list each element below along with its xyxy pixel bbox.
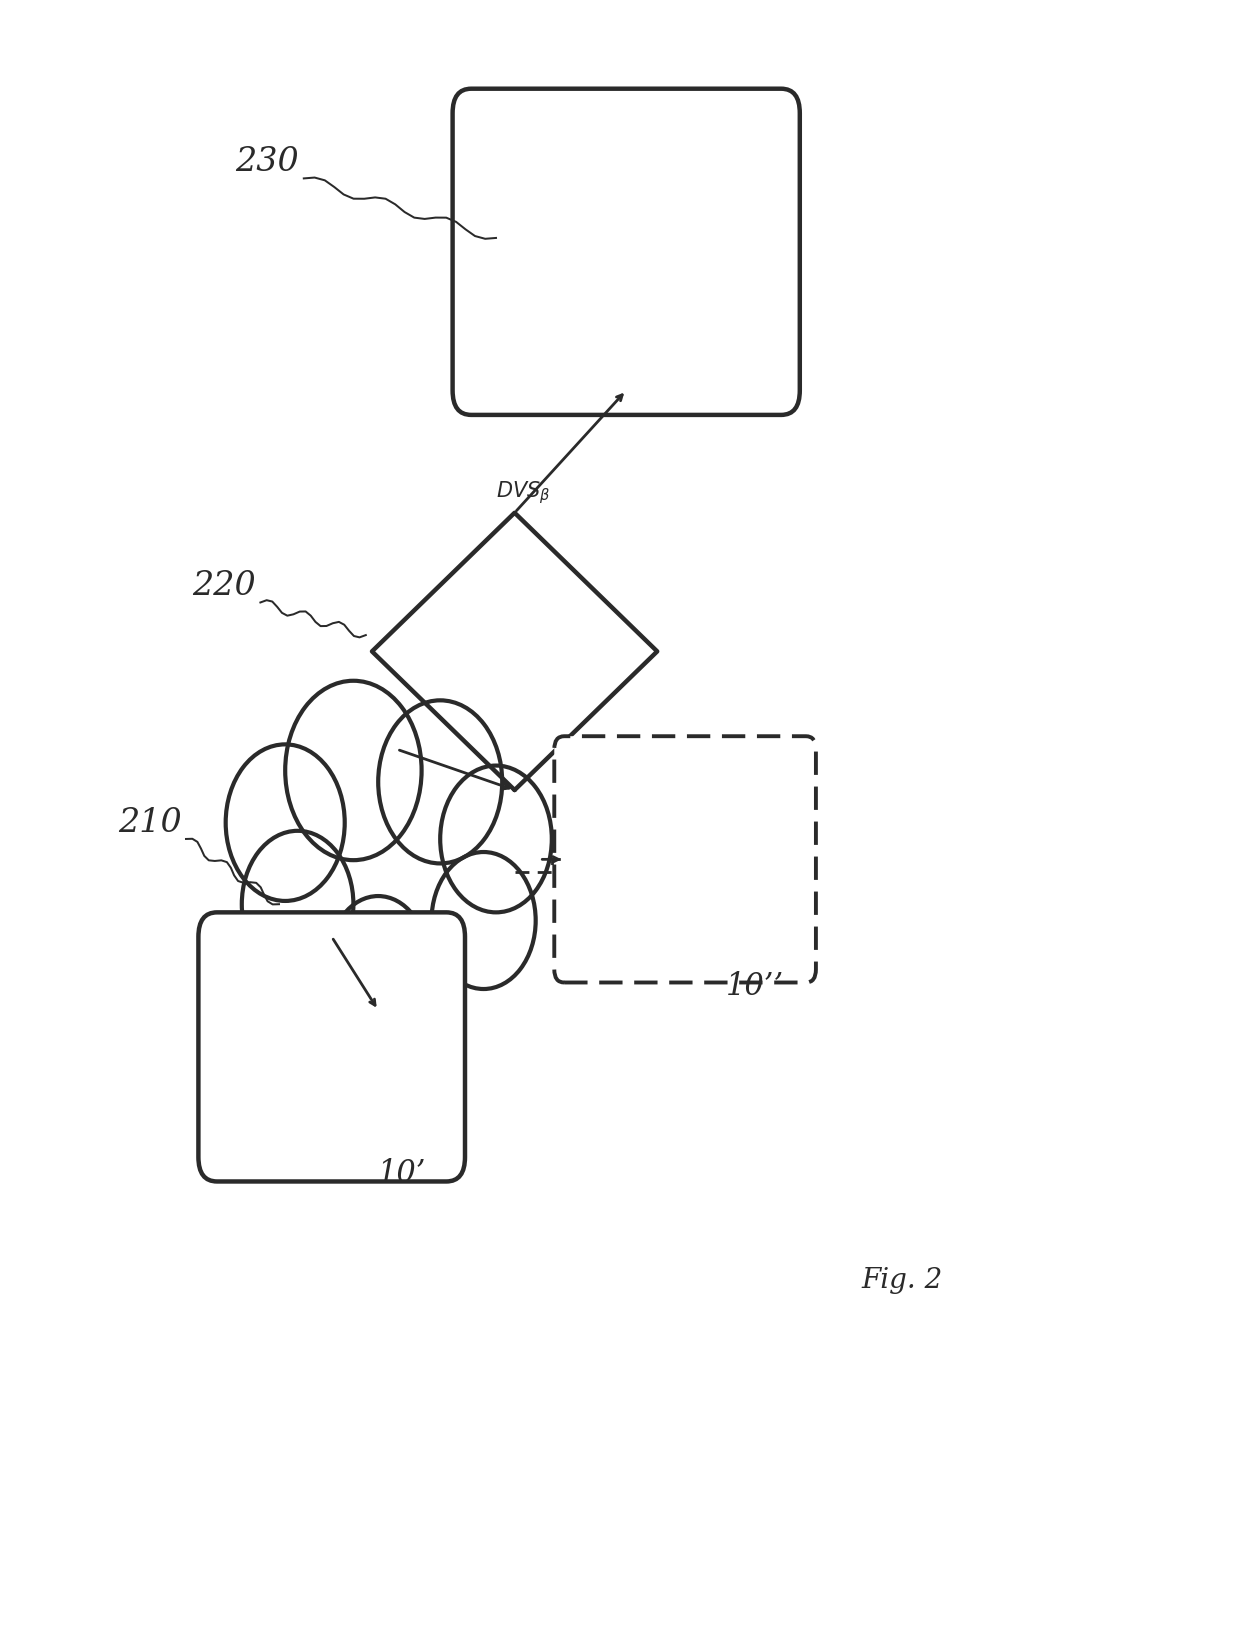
Circle shape [329,897,428,1027]
Circle shape [226,745,345,901]
Text: Fig. 2: Fig. 2 [862,1267,944,1294]
FancyBboxPatch shape [453,90,800,416]
Text: 10’: 10’ [378,1157,427,1188]
Circle shape [432,852,536,989]
Circle shape [378,701,502,864]
Circle shape [310,782,471,994]
Circle shape [285,681,422,861]
Circle shape [440,766,552,913]
Text: 230: 230 [236,147,299,178]
FancyBboxPatch shape [554,737,816,983]
Polygon shape [372,513,657,791]
Text: 220: 220 [192,570,255,601]
FancyBboxPatch shape [198,913,465,1182]
Circle shape [242,831,353,978]
Text: $DVS_{\beta}$: $DVS_{\beta}$ [496,479,551,505]
Text: 210: 210 [118,807,181,838]
Text: 10’’: 10’’ [725,970,784,1001]
